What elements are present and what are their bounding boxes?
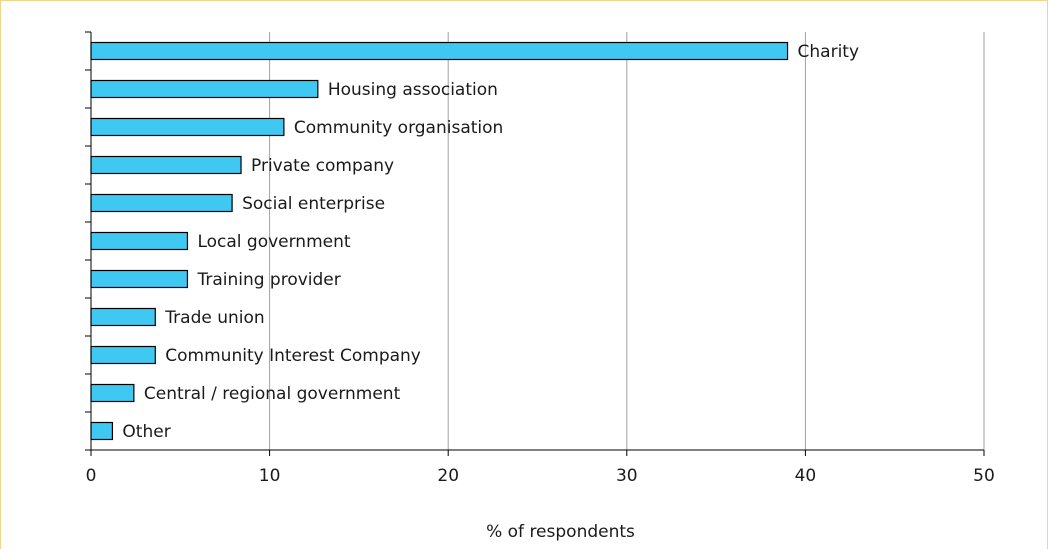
bar-label: Trade union	[164, 308, 264, 328]
bar	[90, 155, 242, 175]
x-tick-label: 50	[973, 466, 995, 486]
y-ticks	[85, 31, 91, 451]
bar-label: Housing association	[328, 80, 498, 100]
bar-label: Community organisation	[294, 118, 503, 138]
bar-label: Social enterprise	[242, 194, 385, 214]
bar-labels: Charity Housing association Community orga…	[122, 42, 859, 442]
bar-label: Local government	[197, 232, 350, 252]
x-tick-label: 10	[259, 466, 281, 486]
bar-label: Charity	[798, 42, 860, 62]
bar	[90, 231, 189, 251]
bar	[90, 117, 285, 137]
x-tick-label: 40	[795, 466, 817, 486]
bars	[90, 41, 789, 441]
bar-label: Training provider	[196, 270, 340, 290]
x-tick-label: 30	[616, 466, 638, 486]
bar	[90, 193, 233, 213]
bar	[90, 421, 114, 441]
bar-label: Private company	[251, 156, 394, 176]
bar	[90, 383, 135, 403]
bar	[90, 79, 319, 99]
bar	[90, 345, 156, 365]
bar-label: Central / regional government	[144, 384, 401, 404]
bar	[90, 307, 156, 327]
bar-label: Community Interest Company	[165, 346, 421, 366]
gridlines	[269, 32, 985, 450]
x-tick-label: 0	[86, 466, 97, 486]
bar	[90, 41, 789, 61]
x-ticks: 0 10 20 30 40 50	[86, 450, 995, 486]
x-axis-title: % of respondents	[486, 522, 635, 542]
x-tick-label: 20	[437, 466, 459, 486]
bar-label: Other	[122, 422, 170, 442]
axes	[90, 32, 984, 451]
bar	[90, 269, 189, 289]
